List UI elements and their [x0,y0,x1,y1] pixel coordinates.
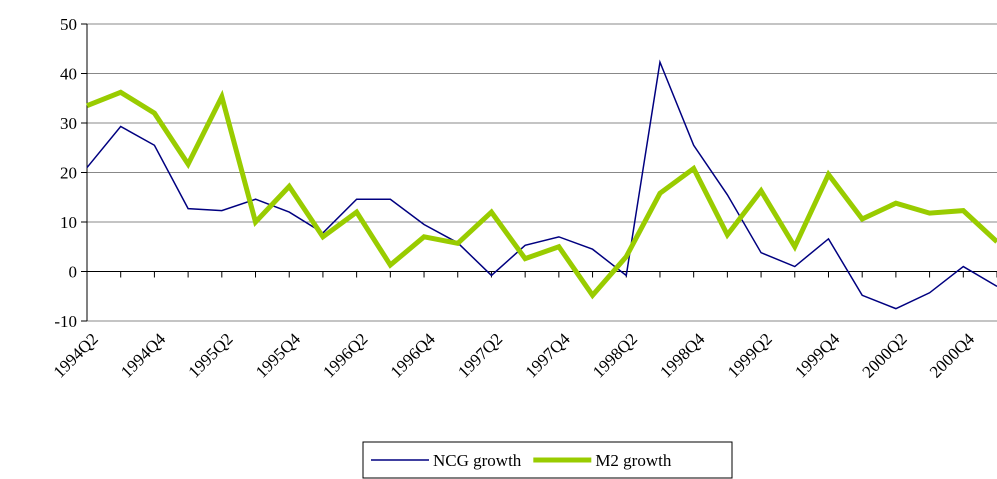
y-tick-label: 50 [60,15,77,34]
x-tick-label: 1998Q2 [589,329,641,381]
series-line [86,89,997,300]
x-tick-label: 1999Q4 [791,329,844,382]
x-tick-label: 1997Q4 [522,329,575,382]
legend-label: NCG growth [433,451,522,470]
x-tick-label: 1996Q4 [387,329,440,382]
series-line [86,59,997,310]
x-tick-label: 1996Q2 [319,329,371,381]
y-tick-label: -10 [54,312,77,331]
x-tick-label: 2000Q4 [926,329,979,382]
x-tick-label: 1995Q4 [252,329,305,382]
y-tick-label: 10 [60,213,77,232]
x-tick-label: 2000Q2 [859,329,911,381]
y-tick-label: 40 [60,65,77,84]
legend-label: M2 growth [595,451,672,470]
x-tick-label: 1994Q4 [117,329,170,382]
y-tick-label: 30 [60,114,77,133]
x-tick-label: 1995Q2 [184,329,236,381]
x-tick-label: 1998Q4 [656,329,709,382]
x-tick-label: 1994Q2 [50,329,102,381]
x-tick-label: 1997Q2 [454,329,506,381]
x-tick-label: 1999Q2 [724,329,776,381]
y-tick-label: 20 [60,164,77,183]
y-tick-label: 0 [69,263,78,282]
